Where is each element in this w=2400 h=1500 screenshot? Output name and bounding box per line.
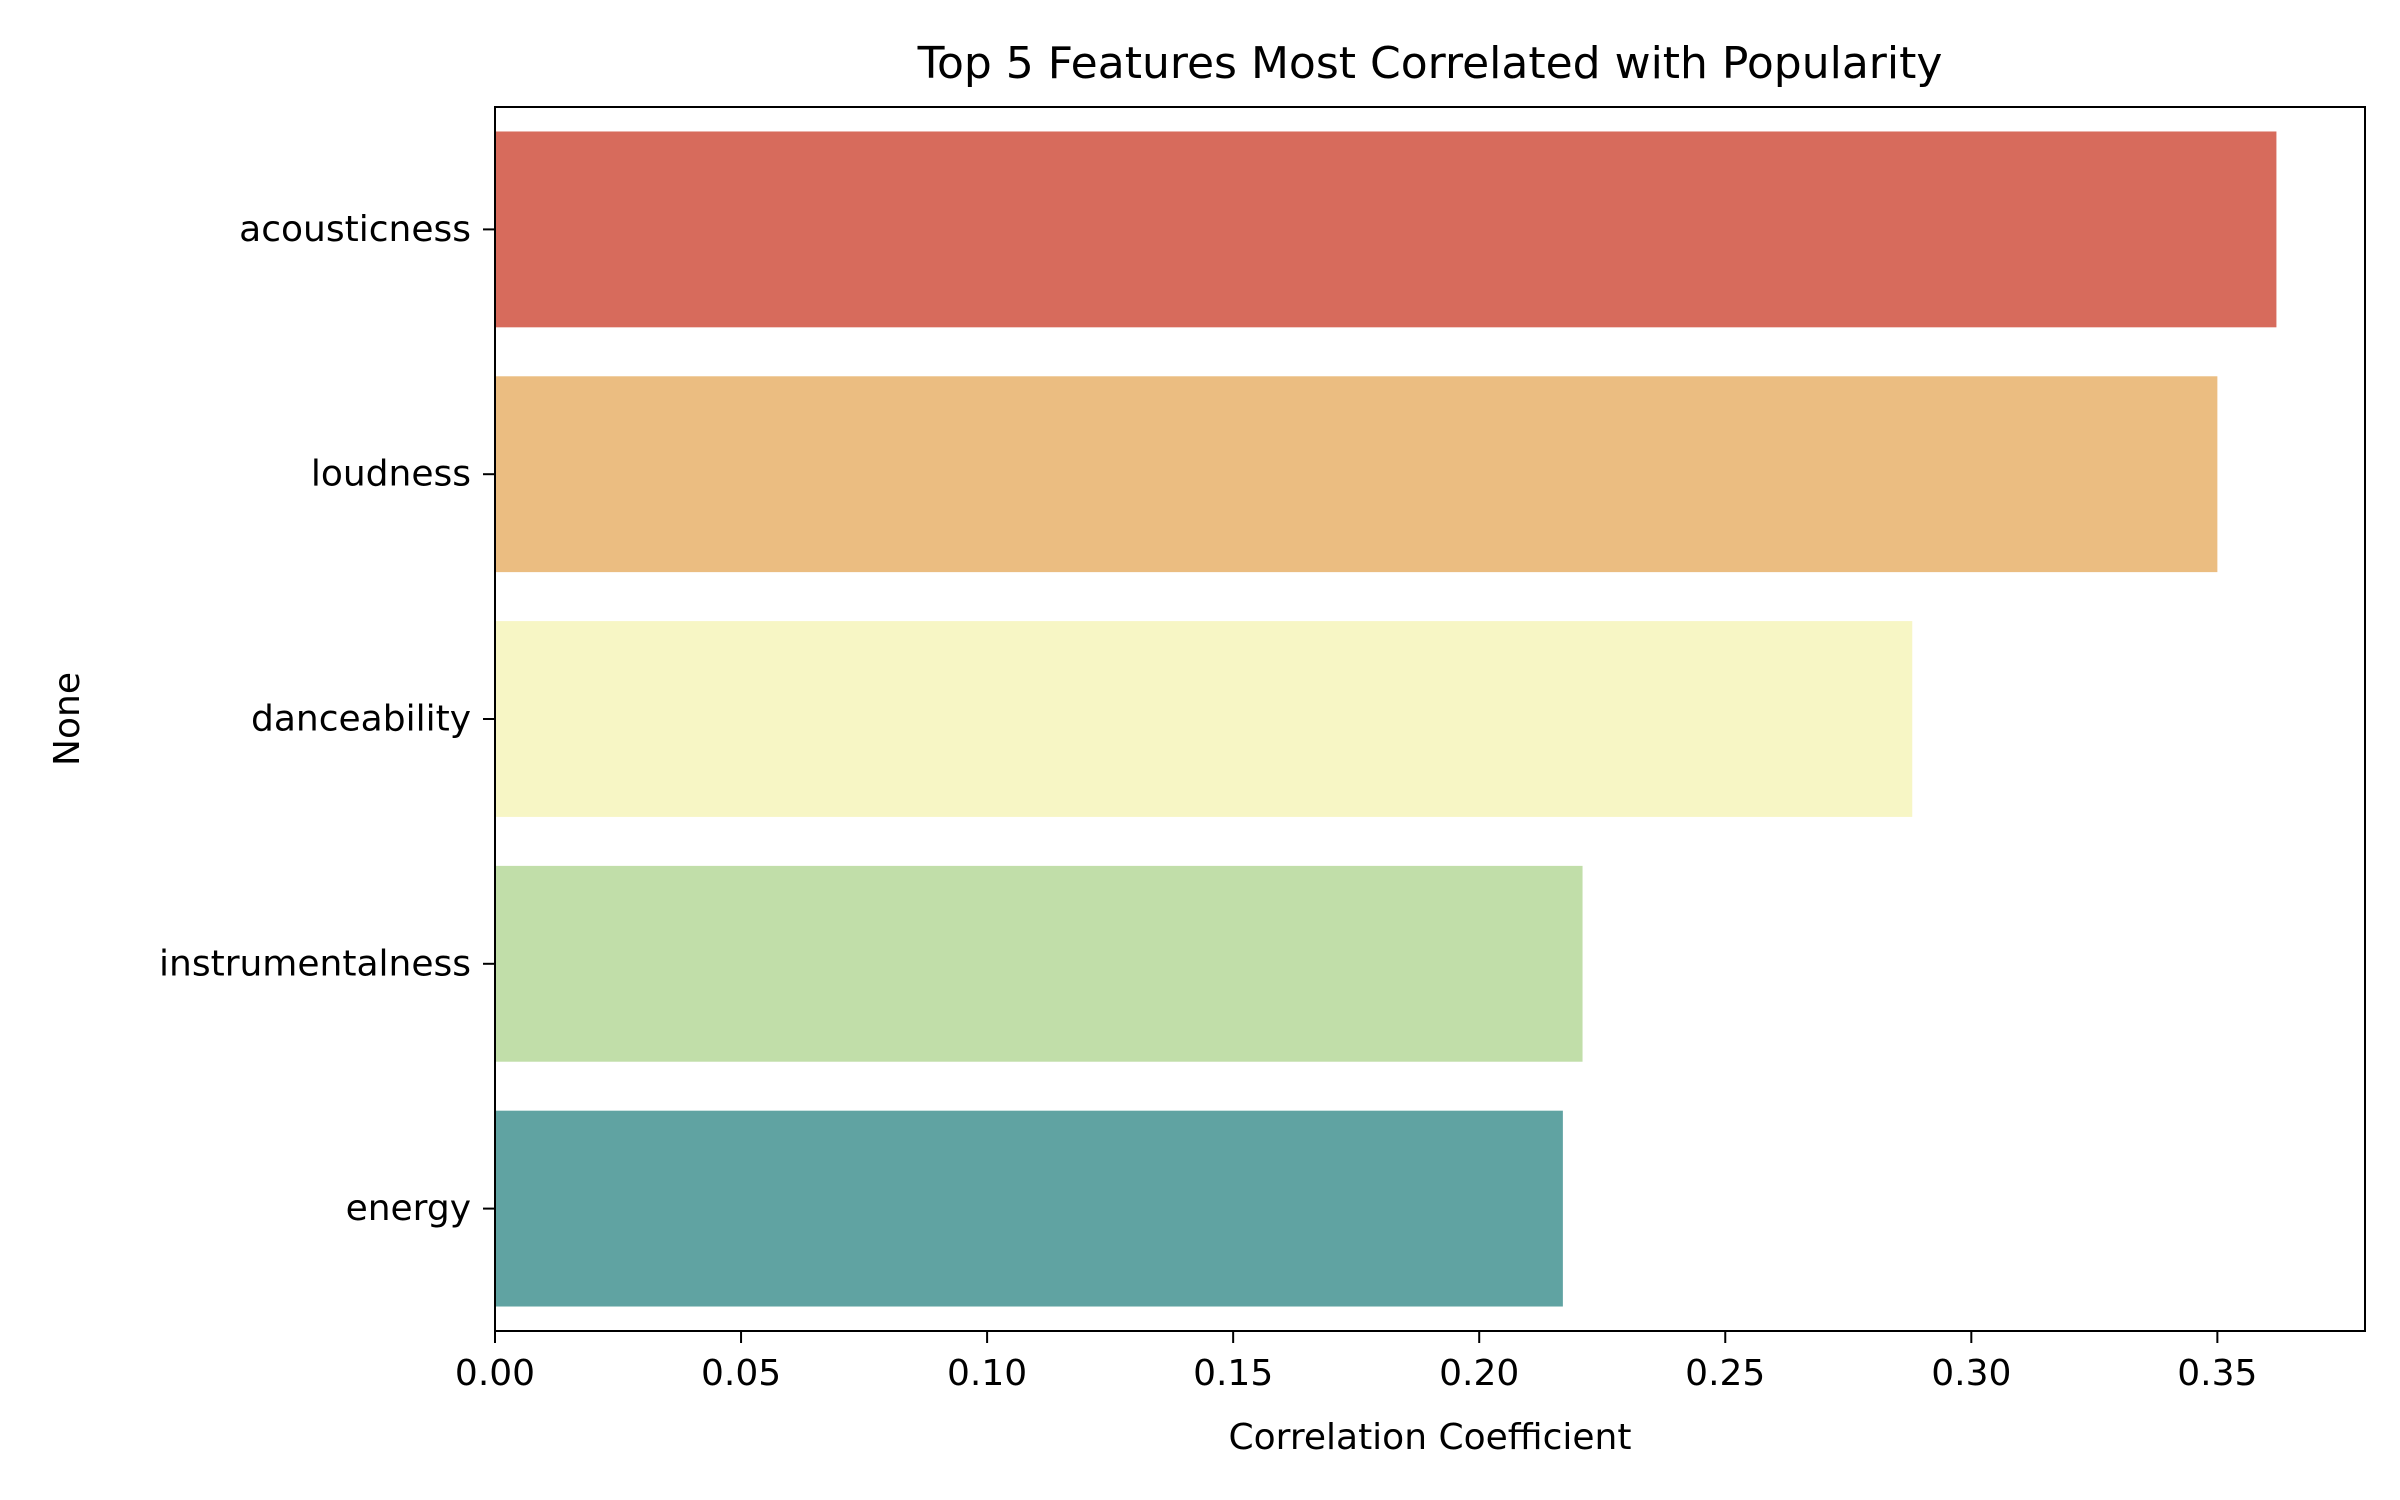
y-tick-label: loudness (311, 454, 471, 495)
y-tick-label: energy (346, 1188, 471, 1229)
y-tick-label: instrumentalness (159, 943, 471, 984)
y-tick-label: acousticness (239, 209, 471, 250)
x-tick-label: 0.25 (1685, 1353, 1765, 1394)
chart-title: Top 5 Features Most Correlated with Popu… (917, 38, 1943, 89)
x-tick-label: 0.05 (701, 1353, 781, 1394)
y-tick-label: danceability (251, 699, 471, 740)
plot-frame (494, 106, 2366, 1332)
x-tick-label: 0.30 (1931, 1353, 2011, 1394)
bar-loudness (495, 376, 2218, 573)
bar-acousticness (495, 131, 2277, 328)
bar-danceability (495, 621, 1913, 817)
x-axis: 0.00 0.05 0.10 0.15 0.20 0.25 0.30 0.35 (455, 1331, 2257, 1394)
x-tick-label: 0.10 (947, 1353, 1027, 1394)
x-axis-label: Correlation Coefficient (1229, 1417, 1632, 1458)
x-tick-label: 0.15 (1193, 1353, 1273, 1394)
x-tick-label: 0.00 (455, 1353, 535, 1394)
bars-layer (495, 131, 2277, 1307)
y-axis-label: None (47, 672, 88, 766)
bar-energy (495, 1110, 1563, 1307)
y-axis: acousticness loudness danceability instrume… (159, 209, 495, 1229)
bar-instrumentalness (495, 865, 1583, 1062)
x-tick-label: 0.20 (1439, 1353, 1519, 1394)
x-tick-label: 0.35 (2177, 1353, 2257, 1394)
